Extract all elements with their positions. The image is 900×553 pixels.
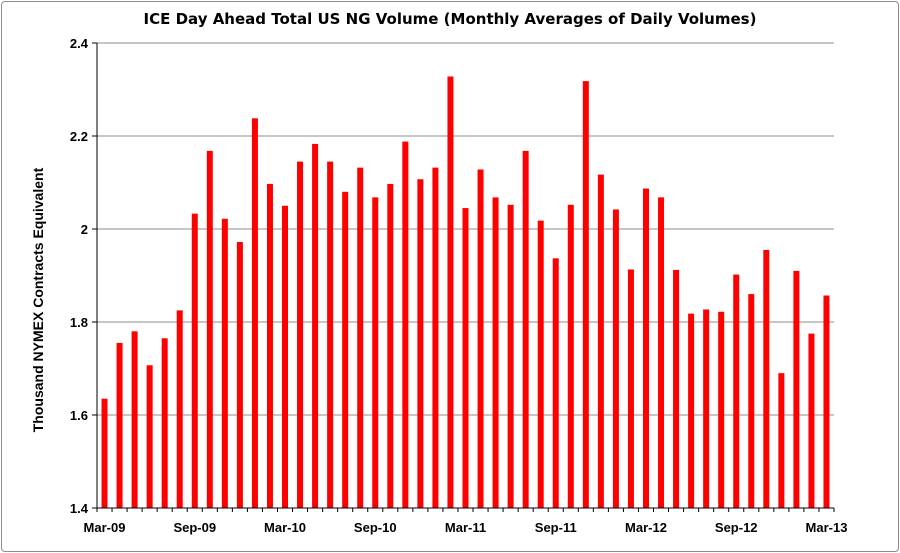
x-tick-label: Sep-12	[715, 520, 758, 535]
bar	[101, 398, 108, 508]
bar	[567, 204, 574, 508]
bar	[823, 295, 830, 508]
bar	[387, 183, 394, 508]
bar	[522, 150, 529, 508]
bar	[342, 191, 349, 509]
bar	[236, 242, 243, 508]
bar	[673, 269, 680, 508]
bar	[131, 331, 138, 508]
bar	[597, 174, 604, 508]
bar	[612, 209, 619, 508]
bar	[116, 342, 123, 508]
y-tick-label: 1.4	[70, 501, 89, 516]
bar	[191, 213, 198, 508]
bar	[206, 150, 213, 508]
y-tick-label: 2.4	[70, 36, 89, 51]
bar	[462, 208, 469, 508]
chart-title: ICE Day Ahead Total US NG Volume (Monthl…	[143, 10, 757, 28]
bar	[808, 333, 815, 508]
x-tick-label: Mar-12	[625, 520, 667, 535]
bar	[161, 338, 168, 508]
bar	[477, 169, 484, 509]
x-tick-label: Sep-09	[173, 520, 216, 535]
bar	[642, 188, 649, 509]
bar	[537, 220, 544, 508]
y-tick-label: 1.6	[70, 408, 88, 423]
bar	[733, 274, 740, 508]
bar	[251, 118, 258, 508]
bar	[297, 161, 304, 508]
bar	[282, 205, 289, 508]
x-tick-label: Mar-09	[84, 520, 126, 535]
bar	[432, 167, 439, 508]
x-tick-label: Mar-13	[806, 520, 848, 535]
bar	[447, 76, 454, 508]
bar	[507, 204, 514, 508]
bar	[718, 311, 725, 508]
bar	[748, 294, 755, 508]
bar	[688, 313, 695, 508]
bar	[778, 373, 785, 508]
bar	[658, 197, 665, 508]
bar	[582, 81, 589, 508]
bar	[763, 249, 770, 509]
x-tick-label: Mar-10	[264, 520, 306, 535]
x-tick-label: Sep-11	[535, 520, 577, 535]
y-tick-label: 2	[81, 222, 88, 237]
bar	[312, 143, 319, 508]
bar	[492, 197, 499, 508]
bar	[372, 197, 379, 508]
bar	[402, 141, 409, 508]
y-tick-label: 1.8	[70, 315, 88, 330]
bar	[327, 161, 334, 508]
bar	[417, 179, 424, 508]
x-tick-label: Sep-10	[354, 520, 397, 535]
bar	[552, 258, 559, 508]
bar	[176, 310, 183, 508]
bar	[357, 167, 364, 508]
x-tick-label: Mar-11	[445, 520, 486, 535]
bar	[221, 218, 228, 508]
bar	[703, 309, 710, 508]
bar	[793, 270, 800, 508]
bar	[627, 269, 634, 508]
bar	[266, 183, 273, 508]
y-tick-label: 2.2	[70, 129, 88, 144]
bar	[146, 365, 153, 508]
